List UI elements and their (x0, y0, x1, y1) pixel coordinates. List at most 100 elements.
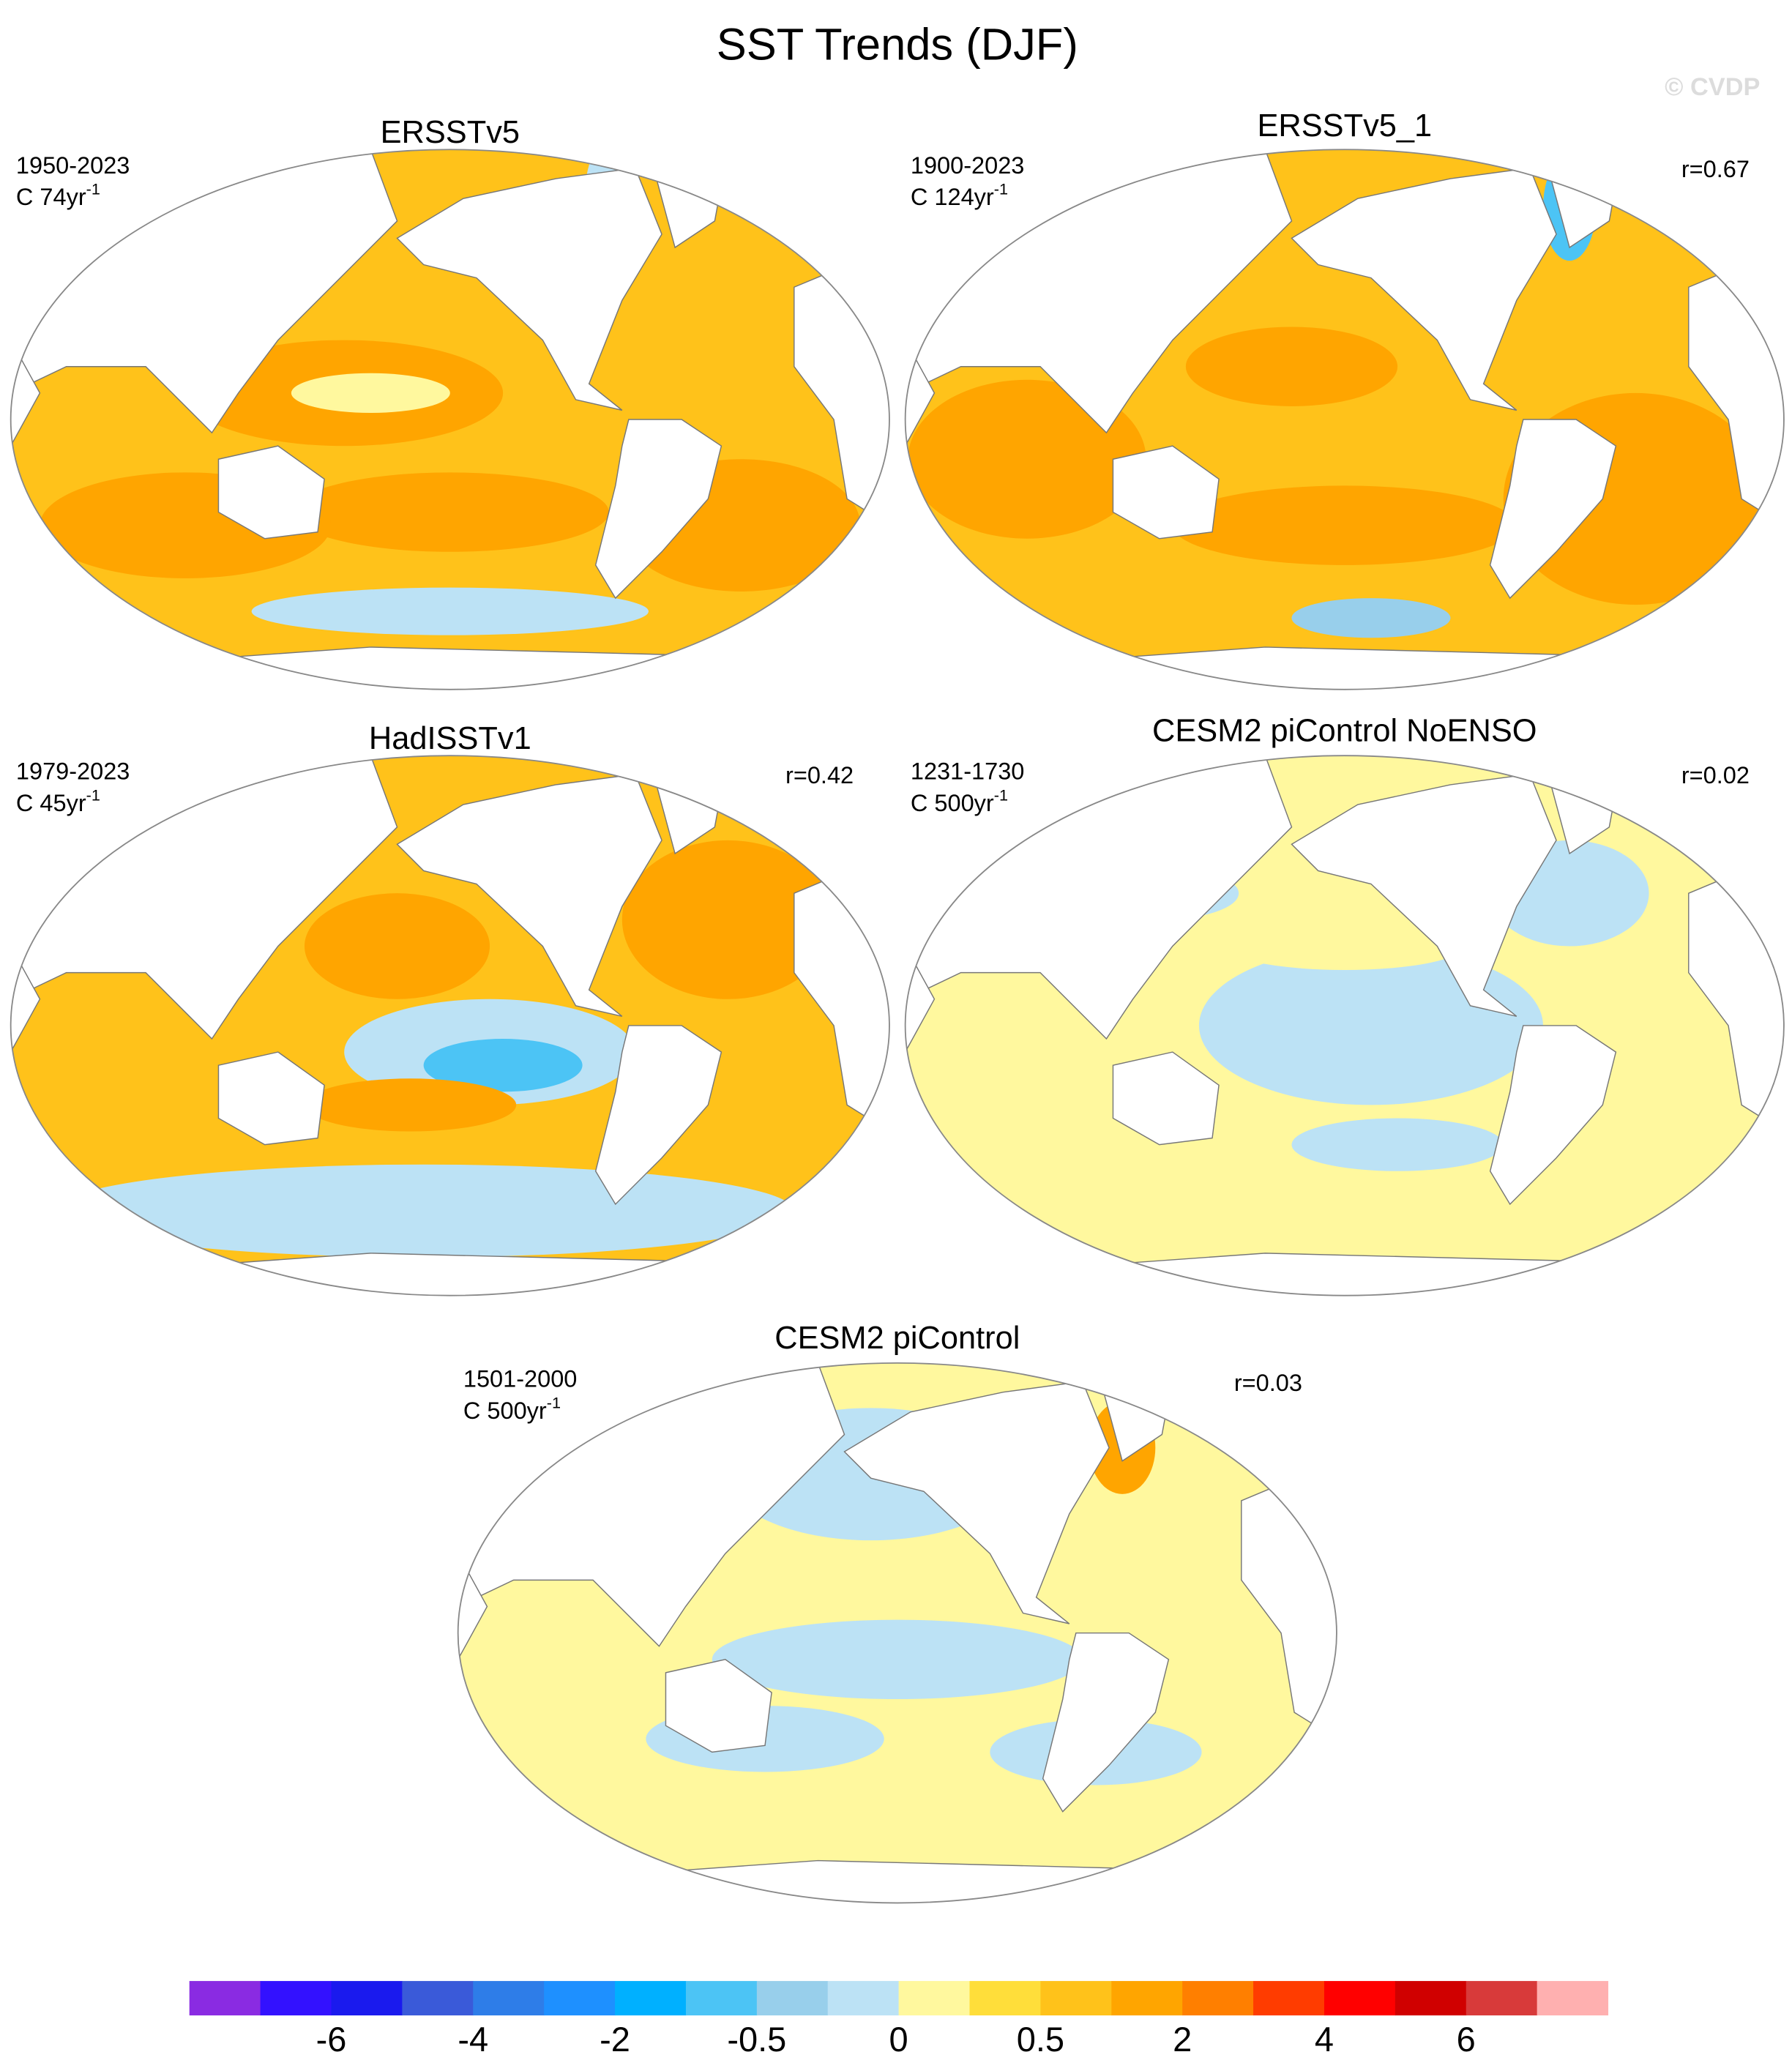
panel-title: HadISSTv1 (369, 721, 531, 756)
land (1489, 419, 1617, 600)
land (1112, 1051, 1220, 1146)
colorbar-box (898, 1981, 971, 2016)
anomaly-region (251, 587, 649, 635)
colorbar-box (1253, 1981, 1325, 2016)
colorbar-label: -6 (316, 2020, 347, 2059)
scale-unit: C 500yr (463, 1398, 547, 1424)
anomaly-region (908, 379, 1146, 539)
colorbar-label: -2 (600, 2020, 630, 2059)
colorbar-box (1182, 1981, 1254, 2016)
colorbar-box (615, 1981, 687, 2016)
anomaly-region (712, 1619, 1083, 1700)
scale-unit: C 124yr (911, 184, 994, 210)
panel-scale: C 45yr-1 (16, 786, 100, 816)
map (458, 1362, 1337, 1903)
scale-exponent: -1 (86, 180, 100, 198)
scale-unit: C 74yr (16, 184, 86, 210)
colorbar-label: -0.5 (727, 2020, 786, 2059)
panel-scale: C 500yr-1 (463, 1393, 561, 1423)
watermark: © CVDP (1665, 73, 1760, 101)
panel-period: 1979-2023 (16, 758, 130, 785)
colorbar-label: 6 (1457, 2020, 1476, 2059)
panel-period: 1900-2023 (911, 152, 1025, 179)
colorbar-box (402, 1981, 474, 2016)
map-border (904, 755, 1785, 1296)
colorbar-box (1537, 1981, 1609, 2016)
land (905, 646, 1784, 690)
anomaly-region (423, 1039, 583, 1092)
panel-scale: C 74yr-1 (16, 180, 100, 210)
land (1112, 445, 1220, 540)
panel-period: 1231-1730 (911, 758, 1025, 785)
colorbar-box (1395, 1981, 1467, 2016)
anomaly-region (1198, 946, 1543, 1105)
colorbar-box (827, 1981, 900, 2016)
land (10, 1253, 889, 1296)
panel-title: ERSSTv5_1 (1257, 108, 1432, 143)
anomaly-region (621, 840, 835, 999)
anomaly-region (53, 1164, 794, 1258)
anomaly-region (1185, 326, 1398, 406)
scale-unit: C 45yr (16, 790, 86, 816)
panel-period: 1950-2023 (16, 152, 130, 179)
colorbar-box (1040, 1981, 1112, 2016)
map-border (10, 755, 890, 1296)
land (843, 1381, 1110, 1624)
colorbar-box (685, 1981, 758, 2016)
scale-exponent: -1 (994, 786, 1008, 805)
pattern-correlation: r=0.42 (785, 762, 854, 788)
scale-exponent: -1 (547, 1393, 561, 1411)
scale-unit: C 500yr (911, 790, 994, 816)
land (665, 1659, 772, 1753)
colorbar-box (1324, 1981, 1396, 2016)
colorbar-box (969, 1981, 1041, 2016)
anomaly-region (1291, 1118, 1504, 1171)
colorbar-label: 4 (1315, 2020, 1334, 2059)
colorbar-box (189, 1981, 261, 2016)
anomaly-region (291, 472, 609, 552)
anomaly-region (304, 1078, 517, 1132)
colorbar-label: 0.5 (1017, 2020, 1064, 2059)
colorbar-box (756, 1981, 829, 2016)
land (396, 773, 662, 1017)
panel-period: 1501-2000 (463, 1365, 578, 1392)
land (458, 1859, 1337, 1903)
land (1489, 1025, 1617, 1206)
panel-scale: C 124yr-1 (911, 180, 1008, 210)
anomaly-region (1291, 598, 1451, 638)
map-border (10, 149, 890, 690)
map (905, 755, 1784, 1296)
land (1291, 773, 1557, 1017)
land (594, 1025, 723, 1206)
map-border (457, 1362, 1337, 1904)
colorbar-box (473, 1981, 545, 2016)
land (905, 1253, 1784, 1296)
colorbar-box (260, 1981, 332, 2016)
scale-exponent: -1 (994, 180, 1008, 198)
colorbar-label: -4 (458, 2020, 488, 2059)
colorbar-box (331, 1981, 403, 2016)
anomaly-region (291, 373, 450, 413)
colorbar-box (1466, 1981, 1538, 2016)
land (217, 1051, 325, 1146)
colorbar-box (544, 1981, 616, 2016)
pattern-correlation: r=0.03 (1234, 1370, 1302, 1396)
panel-title: CESM2 piControl NoENSO (1152, 713, 1537, 748)
land (1042, 1632, 1170, 1813)
colorbar-box (1111, 1981, 1183, 2016)
land (594, 419, 723, 600)
colorbar-label: 2 (1173, 2020, 1192, 2059)
panel-scale: C 500yr-1 (911, 786, 1008, 816)
map (905, 149, 1784, 690)
anomaly-region (304, 893, 490, 999)
panel-title: CESM2 piControl (774, 1321, 1020, 1356)
anomaly-region (1172, 485, 1517, 565)
panel-title: ERSSTv5 (381, 115, 520, 150)
land (1291, 167, 1557, 411)
